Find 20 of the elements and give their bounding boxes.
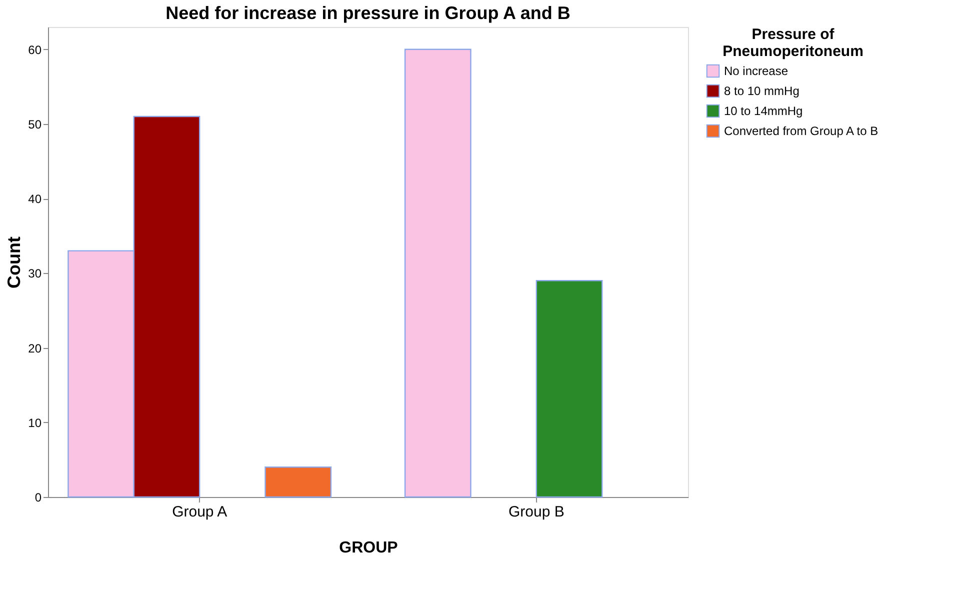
bar — [536, 280, 603, 498]
y-axis-title: Count — [4, 236, 24, 288]
legend-label: 10 to 14mmHg — [724, 104, 803, 118]
bar — [404, 48, 472, 498]
x-tick-label: Group B — [508, 504, 564, 520]
y-tick-label: 50 — [28, 117, 42, 132]
chart-title: Need for increase in pressure in Group A and B — [166, 3, 570, 23]
legend-label: 8 to 10 mmHg — [724, 84, 800, 98]
legend-label: No increase — [724, 64, 788, 78]
y-tick-label: 30 — [28, 266, 42, 281]
y-tick-label: 20 — [28, 341, 42, 356]
bar — [264, 466, 332, 498]
legend-label: Converted from Group A to B — [724, 124, 878, 138]
y-tick-label: 10 — [28, 416, 42, 430]
y-tick-label: 0 — [34, 490, 42, 504]
y-tick-label: 40 — [28, 192, 42, 206]
x-axis-title: GROUP — [339, 540, 398, 556]
x-tick-label: Group A — [172, 504, 228, 520]
y-tick-label: 60 — [28, 42, 42, 57]
legend-title: Pressure of Pneumoperitoneum — [722, 26, 864, 60]
